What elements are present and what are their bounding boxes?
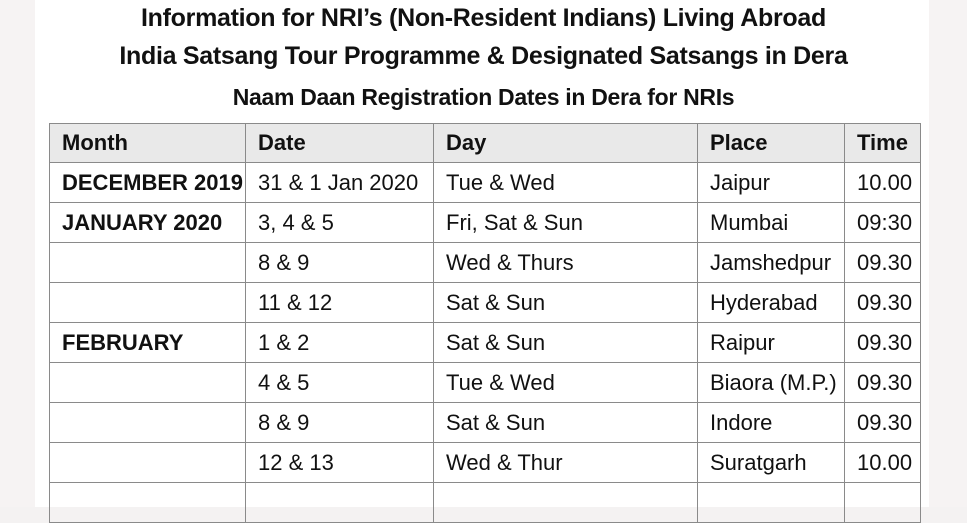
cell-day: Tue & Wed: [433, 162, 698, 203]
cell-date: 31 & 1 Jan 2020: [245, 162, 434, 203]
table-row: 8 & 9 Sat & Sun Indore 09.30: [49, 402, 921, 443]
header-date: Date: [245, 123, 434, 163]
cell-place: Hyderabad: [697, 282, 845, 323]
cell-time: 10.00: [844, 162, 921, 203]
page-margin-left: [0, 0, 35, 507]
cell-day: Sat & Sun: [433, 322, 698, 363]
cell-date: 12 & 13: [245, 442, 434, 483]
cell-date: 8 & 9: [245, 402, 434, 443]
cell-month: [49, 442, 246, 483]
cell-date: 11 & 12: [245, 282, 434, 323]
cell-month: [49, 362, 246, 403]
cell-place: Biaora (M.P.): [697, 362, 845, 403]
title-line-2: India Satsang Tour Programme & Designate…: [119, 42, 848, 70]
cell-day: Sat & Sun: [433, 282, 698, 323]
header-place: Place: [697, 123, 845, 163]
cell-place: Jamshedpur: [697, 242, 845, 283]
table-row: 8 & 9 Wed & Thurs Jamshedpur 09.30: [49, 242, 921, 283]
cell-day: Fri, Sat & Sun: [433, 202, 698, 243]
cell-place: Mumbai: [697, 202, 845, 243]
table-row: FEBRUARY 1 & 2 Sat & Sun Raipur 09.30: [49, 322, 921, 363]
cell-time: 09.30: [844, 242, 921, 283]
table-header-row: Month Date Day Place Time: [49, 123, 921, 163]
header-day: Day: [433, 123, 698, 163]
cell-time: 09:30: [844, 202, 921, 243]
cell-date: 1 & 2: [245, 322, 434, 363]
cell-day: Wed & Thur: [433, 442, 698, 483]
cell-time: 09.30: [844, 402, 921, 443]
cell-time: [844, 482, 921, 523]
cell-place: [697, 482, 845, 523]
cell-place: Raipur: [697, 322, 845, 363]
table-row: 11 & 12 Sat & Sun Hyderabad 09.30: [49, 282, 921, 323]
title-line-3: Naam Daan Registration Dates in Dera for…: [232, 84, 735, 110]
cell-place: Indore: [697, 402, 845, 443]
cell-month: FEBRUARY: [49, 322, 246, 363]
cell-place: Suratgarh: [697, 442, 845, 483]
cell-time: 10.00: [844, 442, 921, 483]
table-row: [49, 482, 921, 523]
cell-month: [49, 282, 246, 323]
cell-date: 4 & 5: [245, 362, 434, 403]
cell-date: 8 & 9: [245, 242, 434, 283]
header-month: Month: [49, 123, 246, 163]
cell-time: 09.30: [844, 282, 921, 323]
cell-date: 3, 4 & 5: [245, 202, 434, 243]
header-time: Time: [844, 123, 921, 163]
cell-place: Jaipur: [697, 162, 845, 203]
title-line-1: Information for NRI’s (Non-Resident Indi…: [141, 4, 826, 32]
cell-month: [49, 242, 246, 283]
table-row: 4 & 5 Tue & Wed Biaora (M.P.) 09.30: [49, 362, 921, 403]
cell-day: [433, 482, 698, 523]
table-row: JANUARY 2020 3, 4 & 5 Fri, Sat & Sun Mumbai…: [49, 202, 921, 243]
cell-month: [49, 482, 246, 523]
table-row: DECEMBER 2019 31 & 1 Jan 2020 Tue & Wed Jai…: [49, 162, 921, 203]
cell-day: Wed & Thurs: [433, 242, 698, 283]
table-row: 12 & 13 Wed & Thur Suratgarh 10.00: [49, 442, 921, 483]
schedule-table: Month Date Day Place Time DECEMBER 2019 3…: [49, 123, 921, 523]
cell-time: 09.30: [844, 322, 921, 363]
page-margin-right: [929, 0, 967, 507]
cell-month: JANUARY 2020: [49, 202, 246, 243]
cell-day: Tue & Wed: [433, 362, 698, 403]
cell-date: [245, 482, 434, 523]
cell-time: 09.30: [844, 362, 921, 403]
cell-day: Sat & Sun: [433, 402, 698, 443]
cell-month: DECEMBER 2019: [49, 162, 246, 203]
cell-month: [49, 402, 246, 443]
